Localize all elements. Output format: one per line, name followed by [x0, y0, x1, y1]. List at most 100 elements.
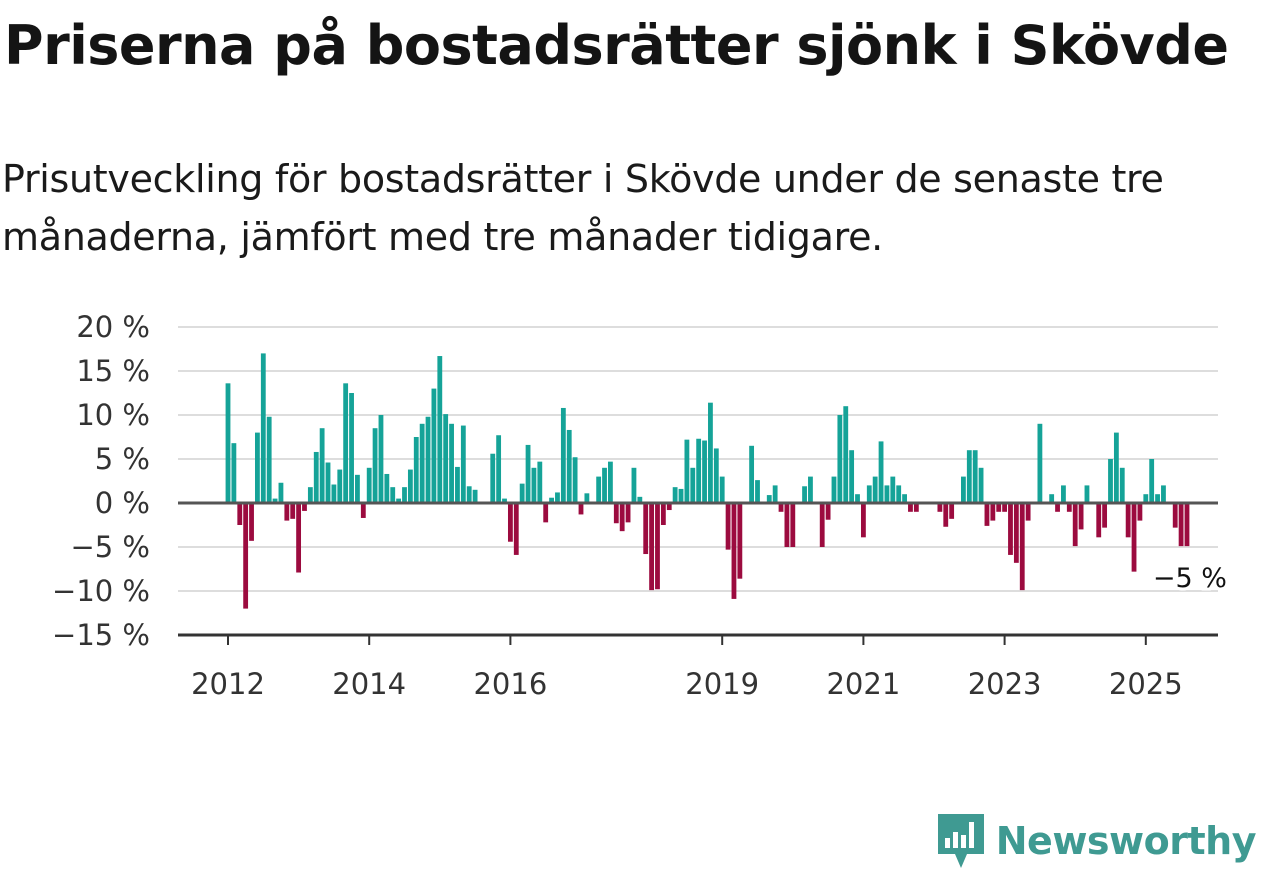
bar-positive: [443, 414, 449, 503]
bar-negative: [249, 503, 254, 541]
bar-positive: [1037, 423, 1043, 503]
bar-positive: [560, 407, 566, 503]
bar-positive: [396, 498, 402, 503]
bar-negative: [1008, 503, 1013, 555]
x-tick-label: 2012: [191, 667, 265, 701]
bar-negative: [543, 503, 549, 523]
bar-positive: [366, 467, 372, 503]
bar-negative: [1178, 503, 1184, 547]
bar-negative: [302, 503, 307, 511]
bar-positive: [684, 439, 690, 503]
bar-positive: [1084, 485, 1090, 503]
bar-positive: [696, 438, 702, 503]
x-tick-label: 2021: [826, 667, 900, 701]
x-tick-label: 2023: [968, 667, 1042, 701]
bar-negative: [613, 503, 619, 524]
bar-negative: [790, 503, 796, 547]
bar-positive: [525, 444, 531, 503]
bar-negative: [990, 503, 996, 521]
bar-positive: [878, 441, 884, 503]
bar-negative: [1066, 503, 1072, 512]
bar-negative: [649, 503, 655, 591]
bar-positive: [896, 485, 902, 503]
bar-positive: [566, 429, 572, 503]
bar-positive: [808, 476, 813, 503]
bar-negative: [908, 503, 913, 512]
bar-negative: [937, 503, 943, 512]
bar-negative: [1078, 503, 1084, 530]
axes: 20 % 15 % 10 % 5 % 0 % −5 % −10 % −15 % 2012 2014…: [52, 310, 1218, 701]
bar-positive: [419, 423, 425, 503]
bar-positive: [225, 383, 231, 503]
bar-positive: [355, 474, 360, 503]
bar-positive: [390, 487, 396, 503]
y-tick-label: −10 %: [52, 574, 150, 608]
bar-positive: [602, 467, 607, 503]
bar-negative: [778, 503, 784, 512]
bar-negative: [619, 503, 625, 532]
brand-name: Newsworthy: [995, 819, 1257, 863]
bar-negative: [949, 503, 955, 519]
bar-negative: [1102, 503, 1108, 528]
newsworthy-logo-icon: [937, 814, 984, 868]
bar-positive: [631, 467, 637, 503]
bar-positive: [531, 467, 537, 503]
bar-positive: [425, 416, 431, 503]
bar-positive: [702, 440, 707, 503]
bar-negative: [284, 503, 290, 521]
bar-negative: [1019, 503, 1025, 591]
bar-positive: [766, 495, 772, 503]
bars: [225, 353, 1190, 609]
bar-negative: [296, 503, 302, 573]
bar-positive: [437, 356, 443, 503]
bar-negative: [1096, 503, 1102, 538]
bar-positive: [678, 488, 684, 503]
bar-positive: [325, 462, 331, 503]
bar-negative: [913, 503, 919, 512]
bar-positive: [431, 388, 437, 503]
x-tick-label: 2016: [473, 667, 547, 701]
y-tick-label: 15 %: [76, 354, 150, 388]
bar-positive: [413, 437, 419, 503]
chart-subtitle: Prisutveckling för bostadsrätter i Skövd…: [2, 157, 1164, 259]
bar-positive: [713, 448, 719, 503]
bar-positive: [502, 498, 507, 503]
bar-positive: [331, 484, 337, 503]
bar-positive: [843, 406, 849, 503]
bar-positive: [349, 393, 354, 503]
bar-positive: [384, 473, 390, 503]
bar-positive: [496, 435, 502, 503]
bar-positive: [972, 450, 978, 503]
bar-positive: [1061, 485, 1066, 503]
bar-positive: [608, 461, 613, 503]
bar-positive: [572, 457, 578, 503]
bar-positive: [866, 485, 872, 503]
bar-positive: [402, 487, 407, 503]
bar-positive: [637, 496, 643, 503]
bar-negative: [725, 503, 731, 550]
bar-negative: [1025, 503, 1031, 521]
bar-positive: [772, 485, 778, 503]
bar-negative: [507, 503, 513, 542]
bar-positive: [872, 476, 878, 503]
bar-positive: [555, 492, 560, 503]
bar-positive: [978, 467, 984, 503]
bar-positive: [1143, 494, 1149, 503]
bar-negative: [625, 503, 631, 523]
bar-positive: [455, 466, 460, 503]
chart-title: Priserna på bostadsrätter sjönk i Skövde: [4, 14, 1229, 77]
bar-positive: [719, 476, 725, 503]
bar-negative: [1131, 503, 1137, 572]
bar-positive: [755, 480, 760, 503]
bar-positive: [837, 415, 843, 503]
bar-positive: [855, 494, 860, 503]
bar-positive: [672, 487, 678, 503]
x-tick-label: 2014: [332, 667, 406, 701]
bar-positive: [1113, 432, 1119, 503]
bar-negative: [1072, 503, 1078, 547]
bar-negative: [578, 503, 584, 515]
bar-negative: [1184, 503, 1190, 547]
bar-positive: [278, 482, 284, 503]
bar-negative: [1055, 503, 1060, 512]
